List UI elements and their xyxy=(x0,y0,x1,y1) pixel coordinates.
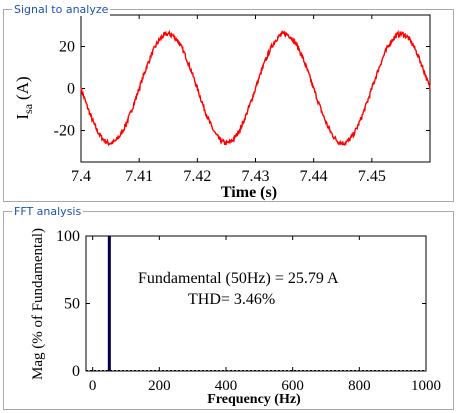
fft-xtick-label: 400 xyxy=(215,378,238,394)
signal-ylabel-main: I xyxy=(13,114,32,120)
signal-ylabel-sub: sa xyxy=(21,103,35,114)
fft-xlabel: Frequency (Hz) xyxy=(207,392,301,407)
signal-chart: 7.4 7.41 7.42 7.43 7.44 7.45 20 0 -20 Isa (A) Tim… xyxy=(13,14,431,201)
signal-ytick-label: 20 xyxy=(59,39,75,56)
signal-ytick-label: 0 xyxy=(67,81,75,98)
fft-ytick-label: 100 xyxy=(56,228,80,245)
fft-annotation-fundamental: Fundamental (50Hz) = 25.79 A xyxy=(138,270,339,287)
signal-xtick-label: 7.44 xyxy=(300,168,328,185)
fft-ylabel: Mag (% of Fundamental) xyxy=(30,228,46,380)
fft-xtick-label: 800 xyxy=(348,378,371,394)
signal-xtick-label: 7.42 xyxy=(183,168,211,185)
fft-xtick-label: 600 xyxy=(281,378,304,394)
signal-panel-title: Signal to analyze xyxy=(12,3,111,16)
fft-xtick-label: 1000 xyxy=(411,378,441,394)
signal-ylabel-unit: (A) xyxy=(13,76,32,100)
fft-panel: 0 200 400 600 800 1000 100 50 0 Mag (% of Fundam… xyxy=(3,205,454,410)
fft-chart: 0 200 400 600 800 1000 100 50 0 Mag (% of Fundam… xyxy=(30,228,441,407)
fft-bar xyxy=(107,236,111,371)
fft-annotation-thd: THD= 3.46% xyxy=(188,291,275,308)
fft-xtick-label: 200 xyxy=(148,378,171,394)
fft-ytick-label: 0 xyxy=(72,363,80,380)
fft-xtick-label: 0 xyxy=(89,378,97,394)
signal-panel: 7.4 7.41 7.42 7.43 7.44 7.45 20 0 -20 Isa (A) Tim… xyxy=(3,3,454,202)
fft-panel-title: FFT analysis xyxy=(12,205,84,218)
signal-xtick-label: 7.45 xyxy=(358,168,386,185)
signal-series-line xyxy=(80,29,431,147)
signal-ylabel: Isa (A) xyxy=(13,76,35,119)
signal-ytick-label: -20 xyxy=(54,123,75,140)
signal-xtick-label: 7.4 xyxy=(71,168,91,185)
fft-plot-area xyxy=(85,235,427,372)
fft-ytick-label: 50 xyxy=(64,296,80,313)
signal-xtick-label: 7.43 xyxy=(242,168,270,185)
signal-xtick-label: 7.41 xyxy=(125,168,153,185)
signal-xlabel: Time (s) xyxy=(221,184,277,201)
